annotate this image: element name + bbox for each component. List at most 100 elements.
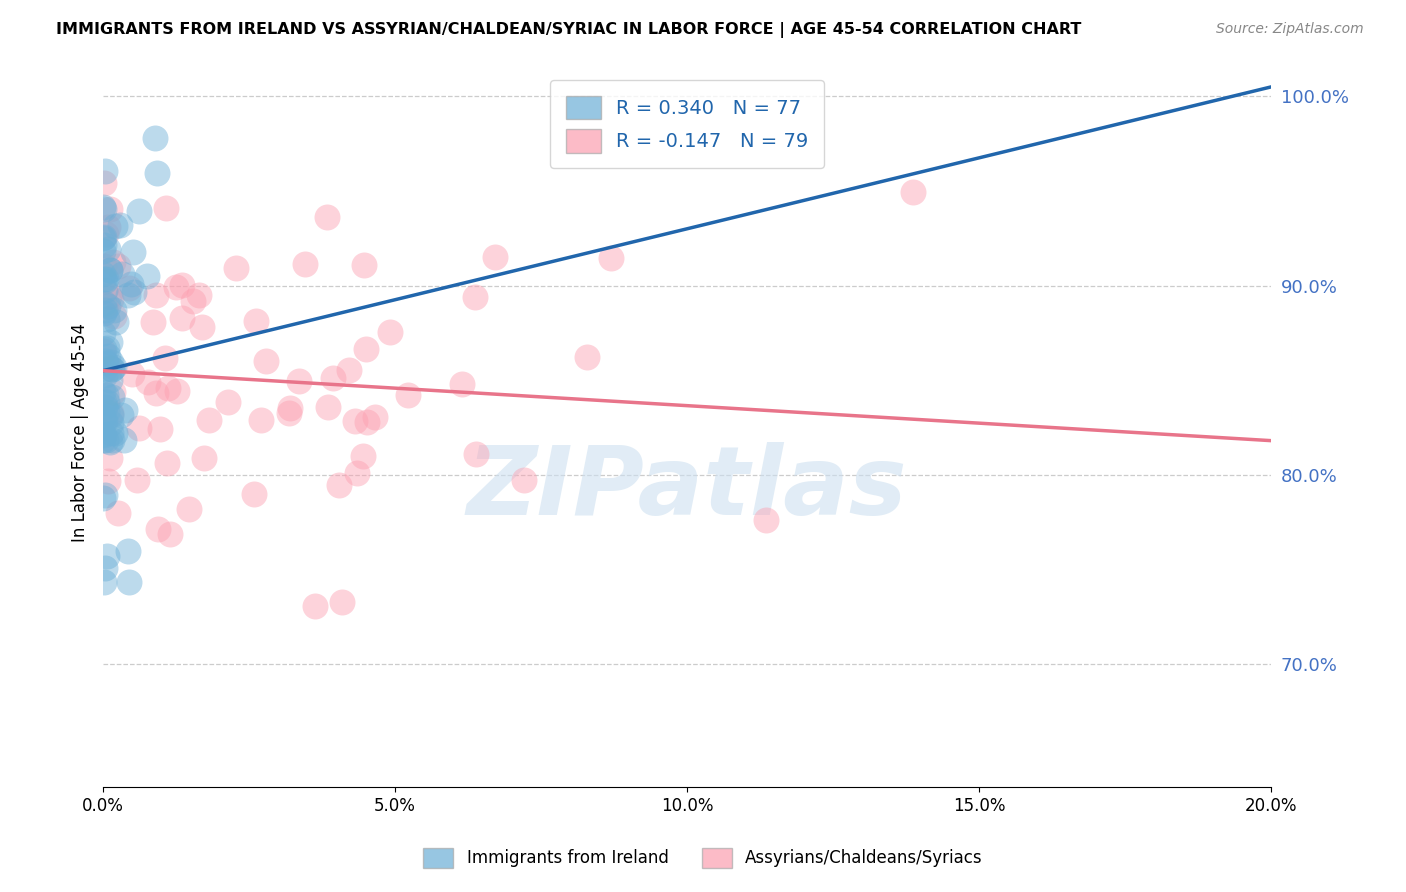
Point xyxy=(197,413,219,427)
Point xyxy=(118,280,141,294)
Point xyxy=(96,405,118,419)
Point xyxy=(94,362,117,376)
Point xyxy=(114,403,136,417)
Point xyxy=(146,166,169,180)
Point xyxy=(94,283,117,297)
Point xyxy=(576,350,599,364)
Point xyxy=(98,334,121,349)
Point xyxy=(217,395,239,409)
Point xyxy=(156,456,179,470)
Point xyxy=(100,416,122,430)
Point xyxy=(91,244,114,258)
Point xyxy=(100,292,122,306)
Point xyxy=(100,408,122,422)
Point xyxy=(450,377,472,392)
Point xyxy=(117,288,139,302)
Point xyxy=(146,522,169,536)
Point xyxy=(93,296,115,310)
Point xyxy=(93,414,115,428)
Point xyxy=(91,410,114,425)
Point xyxy=(166,280,188,294)
Point xyxy=(101,390,124,404)
Point xyxy=(91,433,114,447)
Point xyxy=(94,368,117,383)
Point xyxy=(96,311,118,326)
Point xyxy=(91,343,114,358)
Point xyxy=(94,302,117,317)
Legend: R = 0.340   N = 77, R = -0.147   N = 79: R = 0.340 N = 77, R = -0.147 N = 79 xyxy=(550,80,824,169)
Point xyxy=(93,342,115,356)
Point xyxy=(98,289,121,303)
Point xyxy=(332,595,354,609)
Point xyxy=(122,285,145,299)
Point xyxy=(100,426,122,441)
Point xyxy=(250,412,273,426)
Point xyxy=(101,362,124,376)
Point xyxy=(94,560,117,574)
Point xyxy=(135,269,157,284)
Point xyxy=(112,433,135,447)
Point xyxy=(356,415,378,429)
Point xyxy=(94,433,117,447)
Point xyxy=(103,426,125,441)
Point xyxy=(191,320,214,334)
Legend: Immigrants from Ireland, Assyrians/Chaldeans/Syriacs: Immigrants from Ireland, Assyrians/Chald… xyxy=(416,841,990,875)
Point xyxy=(254,354,277,368)
Point xyxy=(512,473,534,487)
Point xyxy=(104,219,127,234)
Point xyxy=(94,227,117,241)
Point xyxy=(93,231,115,245)
Point xyxy=(111,267,134,281)
Point xyxy=(316,210,339,224)
Point xyxy=(599,252,621,266)
Point xyxy=(294,257,316,271)
Point xyxy=(101,384,124,399)
Point xyxy=(149,421,172,435)
Point xyxy=(484,250,506,264)
Point xyxy=(356,342,378,356)
Point xyxy=(110,408,132,422)
Point xyxy=(328,478,350,492)
Point xyxy=(170,310,193,325)
Point xyxy=(93,575,115,590)
Point xyxy=(94,388,117,402)
Point xyxy=(96,549,118,563)
Point xyxy=(142,315,165,329)
Point xyxy=(177,502,200,516)
Point xyxy=(245,314,267,328)
Point xyxy=(128,203,150,218)
Point xyxy=(98,263,121,277)
Point xyxy=(101,362,124,376)
Point xyxy=(93,427,115,442)
Point xyxy=(91,200,114,214)
Point xyxy=(107,260,129,274)
Point xyxy=(98,361,121,376)
Point xyxy=(128,421,150,435)
Point xyxy=(103,302,125,317)
Point xyxy=(103,309,125,323)
Point xyxy=(166,384,188,399)
Point xyxy=(91,427,114,442)
Point xyxy=(304,599,326,614)
Point xyxy=(316,400,339,414)
Point xyxy=(98,451,121,466)
Point xyxy=(364,409,387,424)
Point xyxy=(98,263,121,277)
Point xyxy=(145,386,167,401)
Point xyxy=(118,574,141,589)
Point xyxy=(101,255,124,269)
Point xyxy=(93,230,115,244)
Point xyxy=(96,355,118,369)
Point xyxy=(98,202,121,216)
Point xyxy=(98,434,121,449)
Point xyxy=(755,513,778,527)
Point xyxy=(97,349,120,363)
Point xyxy=(153,351,176,365)
Point xyxy=(346,467,368,481)
Point xyxy=(94,354,117,368)
Point xyxy=(91,326,114,340)
Point xyxy=(322,371,344,385)
Point xyxy=(225,260,247,275)
Point xyxy=(94,285,117,299)
Point xyxy=(344,414,367,428)
